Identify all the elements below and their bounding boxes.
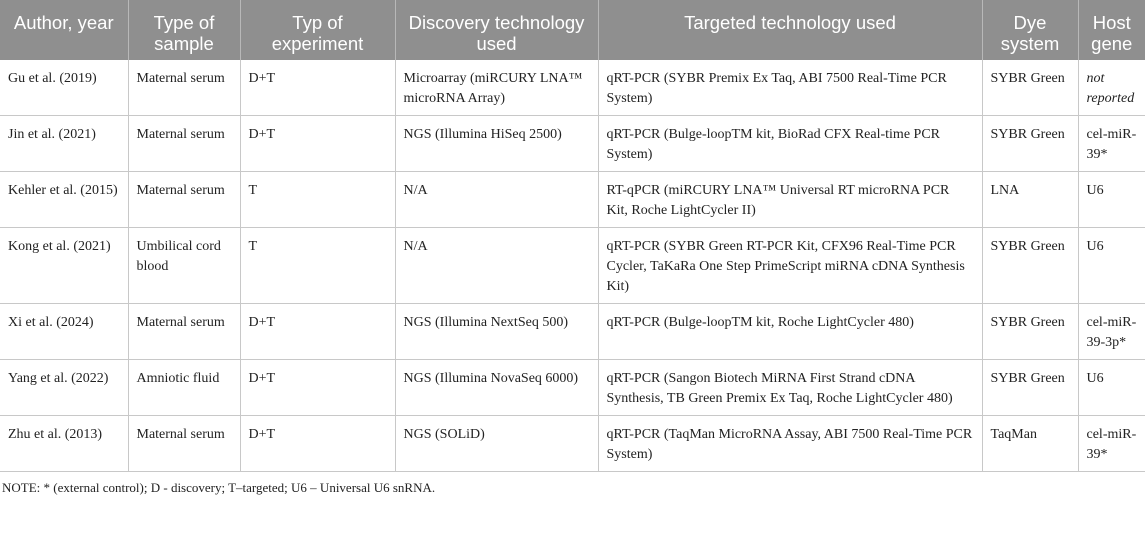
experiment-type-cell: T — [240, 171, 396, 228]
author-year-cell: Gu et al. (2019) — [0, 60, 129, 116]
dye-system-cell: SYBR Green — [982, 115, 1079, 172]
sample-type-cell: Umbilical cord blood — [128, 227, 241, 304]
author-year-cell: Zhu et al. (2013) — [0, 415, 129, 472]
discovery-technology-cell: NGS (Illumina NextSeq 500) — [395, 303, 599, 360]
dye-system-cell: SYBR Green — [982, 60, 1079, 116]
header-author-year: Author, year — [0, 0, 129, 60]
sample-type-cell: Maternal serum — [128, 303, 241, 360]
experiment-type-cell: D+T — [240, 415, 396, 472]
author-year-cell: Kong et al. (2021) — [0, 227, 129, 304]
dye-system-cell: LNA — [982, 171, 1079, 228]
experiment-type-cell: D+T — [240, 359, 396, 416]
experiment-type-cell: T — [240, 227, 396, 304]
table-row: Gu et al. (2019) Maternal serum D+T Microar… — [0, 60, 1145, 116]
host-gene-cell: not reported — [1078, 60, 1145, 116]
discovery-technology-cell: NGS (Illumina NovaSeq 6000) — [395, 359, 599, 416]
experiment-type-cell: D+T — [240, 60, 396, 116]
sample-type-cell: Maternal serum — [128, 60, 241, 116]
host-gene-cell: U6 — [1078, 171, 1145, 228]
targeted-technology-cell: qRT-PCR (TaqMan MicroRNA Assay, ABI 7500… — [598, 415, 983, 472]
targeted-technology-cell: RT-qPCR (miRCURY LNA™ Universal RT micro… — [598, 171, 983, 228]
table-header: Author, year Type of sample Typ of exper… — [0, 0, 1145, 60]
dye-system-cell: TaqMan — [982, 415, 1079, 472]
table-row: Yang et al. (2022) Amniotic fluid D+T NGS (… — [0, 359, 1145, 416]
author-year-cell: Xi et al. (2024) — [0, 303, 129, 360]
experiment-type-cell: D+T — [240, 115, 396, 172]
table-row: Xi et al. (2024) Maternal serum D+T NGS (Il… — [0, 303, 1145, 360]
host-gene-cell: cel-miR-39* — [1078, 115, 1145, 172]
table-row: Jin et al. (2021) Maternal serum D+T NGS (I… — [0, 115, 1145, 172]
dye-system-cell: SYBR Green — [982, 227, 1079, 304]
discovery-technology-cell: NGS (SOLiD) — [395, 415, 599, 472]
sample-type-cell: Amniotic fluid — [128, 359, 241, 416]
header-discovery-technology: Discovery technology used — [395, 0, 599, 60]
table-row: Kehler et al. (2015) Maternal serum T N/A RT… — [0, 171, 1145, 228]
header-targeted-technology: Targeted technology used — [598, 0, 983, 60]
table-note: NOTE: * (external control); D - discover… — [2, 480, 436, 495]
targeted-technology-cell: qRT-PCR (Sangon Biotech MiRNA First Stra… — [598, 359, 983, 416]
header-sample-type: Type of sample — [128, 0, 241, 60]
sample-type-cell: Maternal serum — [128, 415, 241, 472]
sample-type-cell: Maternal serum — [128, 171, 241, 228]
targeted-technology-cell: qRT-PCR (SYBR Premix Ex Taq, ABI 7500 Re… — [598, 60, 983, 116]
table-row: Zhu et al. (2013) Maternal serum D+T NGS (S… — [0, 415, 1145, 472]
data-table: Author, year Type of sample Typ of exper… — [0, 0, 1145, 472]
discovery-technology-cell: Microarray (miRCURY LNA™ microRNA Array) — [395, 60, 599, 116]
sample-type-cell: Maternal serum — [128, 115, 241, 172]
header-host-gene: Host gene — [1078, 0, 1145, 60]
targeted-technology-cell: qRT-PCR (Bulge-loopTM kit, BioRad CFX Re… — [598, 115, 983, 172]
discovery-technology-cell: N/A — [395, 227, 599, 304]
header-experiment-type: Typ of experiment — [240, 0, 396, 60]
table-row: Kong et al. (2021) Umbilical cord blood T N… — [0, 227, 1145, 304]
dye-system-cell: SYBR Green — [982, 303, 1079, 360]
author-year-cell: Kehler et al. (2015) — [0, 171, 129, 228]
author-year-cell: Yang et al. (2022) — [0, 359, 129, 416]
header-dye-system: Dye system — [982, 0, 1079, 60]
table-body: Gu et al. (2019) Maternal serum D+T Microar… — [0, 60, 1145, 472]
header-row: Author, year Type of sample Typ of exper… — [0, 0, 1145, 60]
author-year-cell: Jin et al. (2021) — [0, 115, 129, 172]
targeted-technology-cell: qRT-PCR (Bulge-loopTM kit, Roche LightCy… — [598, 303, 983, 360]
dye-system-cell: SYBR Green — [982, 359, 1079, 416]
host-gene-cell: cel-miR-39-3p* — [1078, 303, 1145, 360]
host-gene-cell: U6 — [1078, 227, 1145, 304]
experiment-type-cell: D+T — [240, 303, 396, 360]
host-gene-cell: cel-miR-39* — [1078, 415, 1145, 472]
targeted-technology-cell: qRT-PCR (SYBR Green RT-PCR Kit, CFX96 Re… — [598, 227, 983, 304]
discovery-technology-cell: NGS (Illumina HiSeq 2500) — [395, 115, 599, 172]
discovery-technology-cell: N/A — [395, 171, 599, 228]
host-gene-cell: U6 — [1078, 359, 1145, 416]
